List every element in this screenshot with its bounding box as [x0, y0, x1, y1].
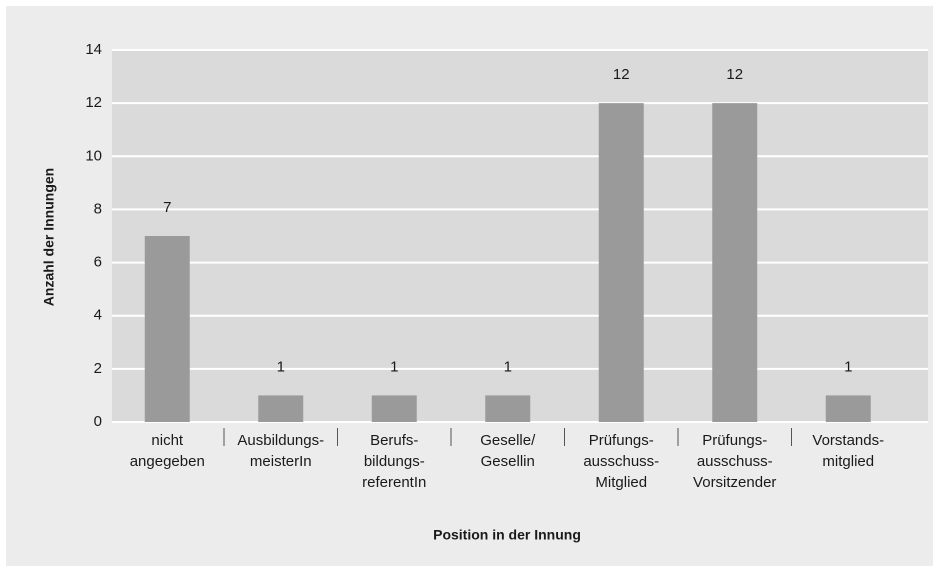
- bar: [712, 103, 758, 423]
- x-tick-label: ausschuss-: [583, 453, 659, 470]
- x-tick-label: bildungs-: [364, 453, 425, 470]
- bar: [825, 395, 871, 422]
- x-tick-label: Gesellin: [481, 453, 535, 470]
- value-label: 1: [844, 358, 852, 375]
- value-label: 1: [504, 358, 512, 375]
- x-tick-label: ausschuss-: [697, 453, 773, 470]
- y-axis-title: Anzahl der Innungen: [41, 168, 57, 306]
- value-label: 7: [163, 199, 171, 216]
- x-tick-label: nicht: [151, 432, 184, 449]
- x-axis-title: Position in der Innung: [433, 527, 581, 543]
- bar: [144, 236, 190, 422]
- y-tick-label: 4: [94, 307, 102, 324]
- y-tick-label: 6: [94, 254, 102, 271]
- y-tick-label: 10: [85, 147, 102, 164]
- x-tick-label: Vorsitzender: [693, 474, 776, 491]
- x-tick-label: Vorstands-: [812, 432, 884, 449]
- y-tick-label: 8: [94, 200, 102, 217]
- x-tick-label: Berufs-: [370, 432, 418, 449]
- bar: [598, 103, 644, 423]
- y-tick-label: 12: [85, 94, 102, 111]
- x-tick-label: Prüfungs-: [589, 432, 654, 449]
- x-tick-label: Prüfungs-: [702, 432, 767, 449]
- plot-area: [112, 50, 928, 422]
- value-label: 1: [390, 358, 398, 375]
- x-tick-label: angegeben: [130, 453, 205, 470]
- x-tick-label: meisterIn: [250, 453, 312, 470]
- x-tick-label: referentIn: [362, 474, 426, 491]
- bar: [258, 395, 304, 422]
- value-label: 12: [726, 66, 743, 83]
- value-label: 1: [277, 358, 285, 375]
- x-tick-label: Ausbildungs-: [237, 432, 324, 449]
- x-tick-label: Mitglied: [595, 474, 647, 491]
- y-tick-label: 0: [94, 413, 102, 430]
- x-tick-label: Geselle/: [480, 432, 536, 449]
- value-label: 12: [613, 66, 630, 83]
- bar: [371, 395, 417, 422]
- y-tick-label: 14: [85, 41, 102, 58]
- y-tick-label: 2: [94, 360, 102, 377]
- bar: [485, 395, 531, 422]
- x-tick-label: mitglied: [822, 453, 874, 470]
